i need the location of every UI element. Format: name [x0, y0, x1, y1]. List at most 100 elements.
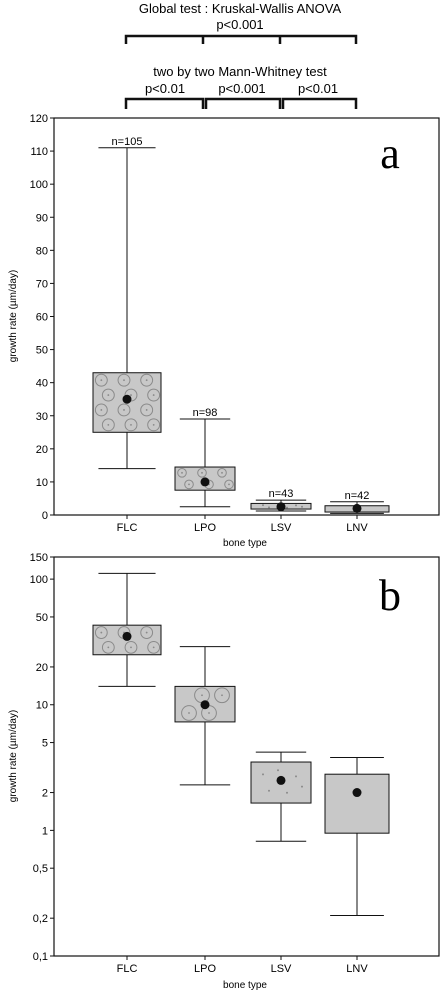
panel-b-label: b	[379, 571, 401, 620]
cell-texture	[117, 373, 131, 387]
cell-nucleus	[152, 423, 155, 426]
y-tick-label: 50	[36, 345, 48, 357]
y-tick-label: 1	[42, 825, 48, 837]
dot-texture	[268, 789, 270, 792]
y-tick-label: 20	[36, 662, 48, 674]
dot-texture	[301, 785, 303, 788]
dot-texture	[295, 504, 297, 507]
pairwise-brackets	[124, 97, 358, 109]
cell-nucleus	[201, 694, 203, 697]
y-tick-label: 20	[36, 444, 48, 456]
x-tick-label: FLC	[117, 963, 138, 975]
y-tick-label: 80	[36, 245, 48, 257]
dot-texture	[286, 506, 288, 509]
median-marker	[276, 502, 286, 512]
cell-nucleus	[100, 379, 103, 382]
dot-texture	[301, 505, 303, 508]
cell-texture	[94, 626, 108, 639]
pairwise-test-title: two by two Mann-Whitney test	[153, 64, 327, 79]
cell-texture	[94, 373, 108, 387]
n-label: n=43	[269, 488, 294, 500]
pairwise-p-lsv-lnv: p<0.01	[298, 81, 338, 96]
y-tick-label: 10	[36, 700, 48, 712]
cell-nucleus	[130, 423, 132, 426]
cell-nucleus	[145, 379, 148, 382]
cell-nucleus	[228, 483, 230, 486]
cell-nucleus	[152, 646, 155, 649]
y-tick-label: 70	[36, 278, 48, 290]
cell-texture	[184, 479, 194, 490]
x-tick-label: LSV	[271, 522, 292, 534]
panel-b-ylabel: growth rate (µm/day)	[8, 710, 19, 802]
cell-nucleus	[188, 483, 190, 486]
global-test-title: Global test : Kruskal-Wallis ANOVA	[139, 1, 342, 16]
cell-nucleus	[130, 646, 132, 649]
cell-nucleus	[152, 394, 155, 396]
cell-texture	[101, 388, 115, 402]
panel-a-plot: 0 10 20 30 40 50 60 70 80 90 100 110 120 FLC LPO LSV LNV…	[30, 113, 390, 534]
dot-texture	[262, 773, 264, 776]
median-marker	[352, 503, 362, 513]
cell-nucleus	[107, 646, 110, 649]
cell-texture	[224, 479, 234, 490]
y-tick-label: 0,5	[33, 863, 48, 875]
dot-texture	[268, 506, 270, 509]
cell-texture	[124, 640, 138, 654]
n-label: n=42	[345, 490, 370, 502]
y-tick-label: 120	[30, 113, 48, 125]
y-tick-label: 40	[36, 378, 48, 390]
cell-nucleus	[100, 409, 103, 411]
y-tick-label: 5	[42, 738, 48, 750]
x-tick-label: LNV	[346, 963, 368, 975]
cell-nucleus	[188, 712, 190, 714]
panel-a-xlabel: bone type	[223, 538, 267, 549]
y-tick-label: 50	[36, 612, 48, 624]
cell-nucleus	[107, 423, 110, 426]
cell-nucleus	[221, 471, 223, 474]
dot-texture	[277, 769, 279, 772]
cell-texture	[147, 388, 161, 402]
cell-nucleus	[100, 631, 103, 634]
cell-texture	[101, 418, 115, 432]
y-tick-label: 150	[30, 552, 48, 564]
dot-texture	[286, 791, 288, 794]
cell-texture	[140, 403, 154, 417]
x-tick-label: LPO	[194, 963, 216, 975]
cell-texture	[177, 468, 187, 478]
cell-nucleus	[145, 409, 148, 411]
box-iqr	[324, 773, 390, 834]
cell-nucleus	[201, 471, 203, 474]
cell-texture	[147, 640, 161, 654]
y-tick-label: 0	[42, 510, 48, 522]
dot-texture	[262, 504, 264, 507]
panel-a-ylabel: growth rate (µm/day)	[8, 270, 19, 362]
cell-nucleus	[123, 409, 125, 411]
cell-texture	[140, 373, 154, 387]
x-tick-label: LSV	[271, 963, 292, 975]
y-tick-label: 60	[36, 312, 48, 324]
cell-nucleus	[181, 471, 183, 474]
panel-b-plot: 0,1 0,2 0,5 1 2 5 10 20 50 100 150 FLC LPO LSV LNV	[30, 552, 390, 975]
x-tick-label: LNV	[346, 522, 368, 534]
global-bracket	[124, 34, 358, 44]
y-tick-label: 90	[36, 212, 48, 224]
cell-texture	[124, 418, 138, 432]
cell-texture	[181, 705, 197, 721]
cell-nucleus	[123, 379, 125, 382]
median-marker	[276, 775, 286, 785]
global-test-p: p<0.001	[216, 17, 263, 32]
cell-nucleus	[221, 694, 223, 697]
cell-texture	[214, 687, 230, 704]
y-tick-label: 100	[30, 179, 48, 191]
cell-nucleus	[145, 631, 148, 634]
y-tick-label: 10	[36, 477, 48, 489]
cell-texture	[94, 403, 108, 417]
panel-b-xlabel: bone type	[223, 980, 267, 991]
y-tick-label: 2	[42, 788, 48, 800]
cell-texture	[117, 403, 131, 417]
cell-texture	[140, 626, 154, 639]
median-marker	[352, 788, 362, 798]
cell-texture	[197, 468, 207, 478]
cell-nucleus	[130, 394, 132, 396]
